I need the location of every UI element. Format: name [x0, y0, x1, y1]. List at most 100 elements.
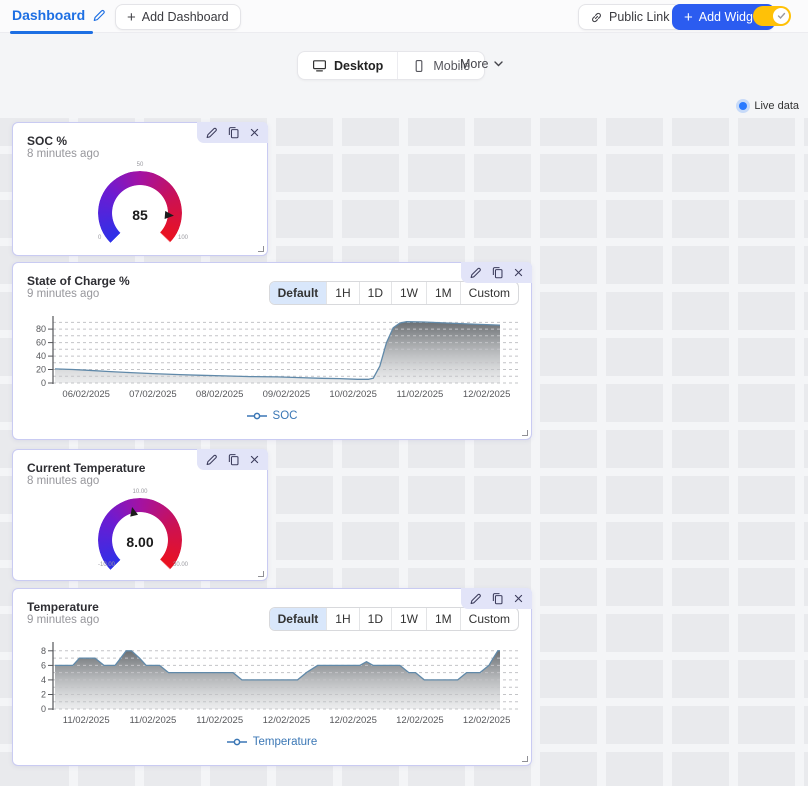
more-menu-button[interactable]: More [460, 57, 504, 71]
edit-pencil-icon[interactable] [469, 592, 482, 605]
public-link-button[interactable]: Public Link [578, 4, 682, 30]
range-tab-1w[interactable]: 1W [390, 608, 426, 630]
svg-text:12/02/2025: 12/02/2025 [263, 715, 311, 726]
widget-action-bar [461, 262, 532, 283]
copy-icon[interactable] [227, 126, 240, 139]
range-tab-1m[interactable]: 1M [425, 608, 460, 630]
resize-handle[interactable] [258, 246, 264, 252]
svg-text:0: 0 [41, 378, 46, 388]
copy-icon[interactable] [491, 592, 504, 605]
chart-legend[interactable]: SOC [13, 410, 531, 422]
gauge-min-label: -10.00 [98, 562, 116, 568]
plus-icon: + [684, 8, 693, 26]
add-dashboard-button[interactable]: + Add Dashboard [115, 4, 241, 30]
svg-text:11/02/2025: 11/02/2025 [63, 715, 110, 726]
gauge-value: 8.00 [126, 534, 154, 550]
more-label: More [460, 57, 489, 71]
svg-text:4: 4 [41, 675, 46, 685]
close-icon[interactable] [513, 593, 524, 604]
range-tab-1d[interactable]: 1D [358, 282, 391, 304]
gauge-mid-label: 10.00 [132, 489, 148, 495]
mobile-phone-icon [415, 59, 423, 72]
svg-text:2: 2 [41, 690, 46, 700]
edit-pencil-icon[interactable] [469, 266, 482, 279]
svg-text:0: 0 [41, 704, 46, 714]
live-data-dot-icon [739, 102, 748, 110]
gauge-max-label: 100 [177, 235, 188, 241]
temperature-gauge: 8.00 -10.00 10.00 30.00 [98, 489, 188, 582]
widget-temperature-chart[interactable]: Temperature 9 minutes ago Default 1H 1D 1W 1… [12, 588, 532, 766]
widget-title: Temperature [27, 600, 99, 614]
time-range-tabs: Default 1H 1D 1W 1M Custom [268, 607, 519, 631]
copy-icon[interactable] [227, 453, 240, 466]
svg-text:06/02/2025: 06/02/2025 [62, 389, 110, 400]
widget-soc-chart[interactable]: State of Charge % 9 minutes ago Default 1… [12, 262, 532, 440]
widget-soc-gauge[interactable]: SOC % 8 minutes ago 85 0 50 100 [12, 122, 268, 256]
edit-pencil-icon[interactable] [205, 453, 218, 466]
legend-line-marker-icon [246, 412, 267, 420]
range-tab-default[interactable]: Default [269, 608, 327, 630]
range-tab-1m[interactable]: 1M [425, 282, 460, 304]
tab-dashboard[interactable]: Dashboard [12, 7, 106, 23]
temperature-chart-svg: 0 2 4 6 8 11/02/2025 11/02/2025 11/02/2025 12/02… [41, 642, 519, 726]
close-icon[interactable] [249, 127, 260, 138]
mobile-label: Mobile [433, 58, 471, 73]
svg-text:08/02/2025: 08/02/2025 [196, 389, 244, 400]
chart-legend[interactable]: Temperature [13, 736, 531, 748]
range-tab-1h[interactable]: 1H [326, 282, 358, 304]
desktop-view-button[interactable]: Desktop [298, 52, 397, 79]
resize-handle[interactable] [522, 756, 528, 762]
edit-pencil-icon[interactable] [205, 126, 218, 139]
svg-text:11/02/2025: 11/02/2025 [196, 715, 243, 726]
gauge-value: 85 [132, 207, 148, 223]
resize-handle[interactable] [258, 571, 264, 577]
chevron-down-icon [494, 61, 504, 67]
gauge-mid-label: 50 [136, 162, 144, 168]
svg-text:60: 60 [36, 338, 46, 348]
close-icon[interactable] [249, 454, 260, 465]
range-tab-1w[interactable]: 1W [390, 282, 426, 304]
widget-action-bar [197, 122, 268, 143]
gauge-min-label: 0 [98, 235, 102, 241]
widget-action-bar [197, 449, 268, 470]
active-tab-underline [10, 31, 93, 34]
widget-title: State of Charge % [27, 274, 130, 288]
widget-action-bar [461, 588, 532, 609]
mobile-view-button[interactable]: Mobile [397, 52, 484, 79]
live-data-label: Live data [754, 100, 799, 112]
range-tab-1d[interactable]: 1D [358, 608, 391, 630]
copy-icon[interactable] [491, 266, 504, 279]
svg-text:11/02/2025: 11/02/2025 [396, 389, 443, 400]
close-icon[interactable] [513, 267, 524, 278]
toggle-knob [773, 8, 789, 24]
svg-text:12/02/2025: 12/02/2025 [396, 715, 444, 726]
edit-pencil-icon[interactable] [92, 8, 106, 22]
svg-text:6: 6 [41, 660, 46, 670]
svg-text:12/02/2025: 12/02/2025 [463, 715, 511, 726]
live-data-indicator[interactable]: Live data [739, 100, 799, 112]
widget-temperature-gauge[interactable]: Current Temperature 8 minutes ago 8.00 -… [12, 449, 268, 582]
svg-text:10/02/2025: 10/02/2025 [329, 389, 377, 400]
gauge-max-label: 30.00 [172, 562, 188, 568]
desktop-label: Desktop [334, 58, 384, 73]
desktop-monitor-icon [312, 60, 327, 72]
range-tab-custom[interactable]: Custom [459, 608, 518, 630]
range-tab-1h[interactable]: 1H [326, 608, 358, 630]
public-link-label: Public Link [609, 10, 670, 24]
svg-text:40: 40 [36, 351, 46, 361]
widget-updated: 8 minutes ago [27, 148, 100, 160]
svg-text:11/02/2025: 11/02/2025 [129, 715, 176, 726]
resize-handle[interactable] [522, 430, 528, 436]
range-tab-custom[interactable]: Custom [459, 282, 518, 304]
legend-line-marker-icon [226, 738, 247, 746]
edit-mode-toggle[interactable] [753, 6, 791, 26]
widget-updated: 9 minutes ago [27, 614, 100, 626]
widget-title: Current Temperature [27, 461, 146, 475]
add-dashboard-label: Add Dashboard [141, 10, 229, 24]
link-icon [592, 12, 601, 22]
soc-gauge: 85 0 50 100 [98, 162, 188, 255]
soc-chart-svg: 0 20 40 60 80 06/02/2025 07/02/2025 08/02/2025 0… [36, 316, 519, 400]
svg-text:20: 20 [36, 365, 46, 375]
range-tab-default[interactable]: Default [269, 282, 327, 304]
